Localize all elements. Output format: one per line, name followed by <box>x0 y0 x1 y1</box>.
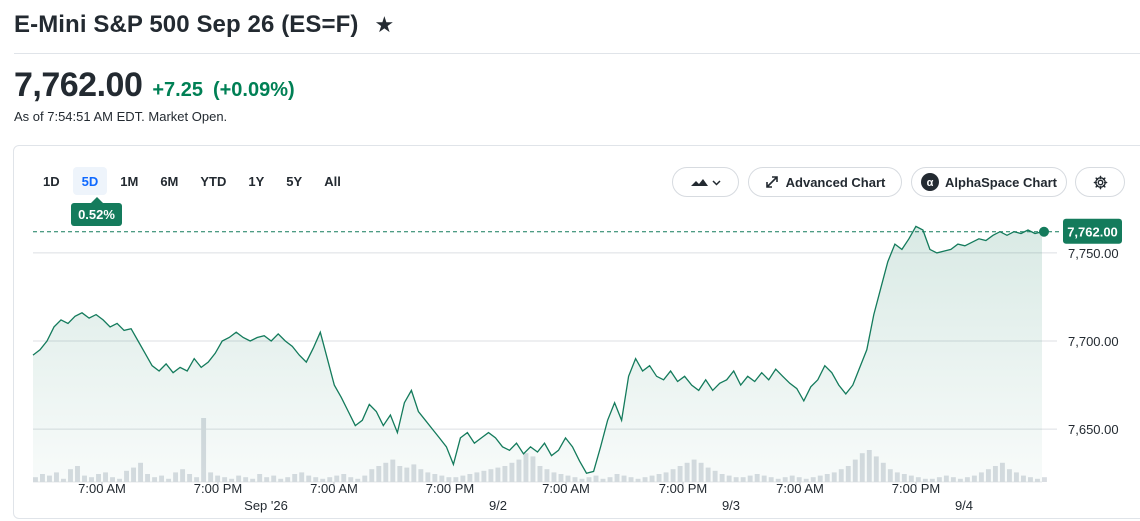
title-row: E-Mini S&P 500 Sep 26 (ES=F) ★ <box>14 8 394 42</box>
range-tabs: 1D 5D 1M 6M YTD 1Y 5Y All <box>34 167 354 195</box>
star-icon[interactable]: ★ <box>374 12 395 37</box>
tab-5d[interactable]: 5D <box>72 167 108 195</box>
advanced-chart-button[interactable]: Advanced Chart <box>748 167 902 197</box>
y-tick-label: 7,700.00 <box>1068 334 1119 349</box>
tab-1y[interactable]: 1Y <box>248 173 265 189</box>
x-tick-label: 7:00 PM <box>892 481 940 496</box>
tab-6m[interactable]: 6M <box>160 173 179 189</box>
alphaspace-icon: α <box>921 173 939 191</box>
volume-bar <box>1042 477 1047 482</box>
tab-all[interactable]: All <box>324 173 341 189</box>
x-tick-label: 7:00 AM <box>310 481 358 496</box>
last-price-dot <box>1039 226 1049 237</box>
period-change-badge: 0.52% <box>71 197 122 226</box>
svg-text:α: α <box>927 177 934 189</box>
quote-row: 7,762.00 +7.25 (+0.09%) <box>14 66 295 105</box>
x-tick-label: 7:00 AM <box>78 481 126 496</box>
gear-icon <box>1093 175 1107 189</box>
y-tick-label: 7,650.00 <box>1068 422 1119 437</box>
expand-icon <box>765 176 778 188</box>
alphaspace-chart-button[interactable]: α AlphaSpace Chart <box>911 167 1067 197</box>
chart-card <box>13 145 1140 519</box>
x-tick-label: 7:00 PM <box>426 481 474 496</box>
tab-ytd[interactable]: YTD <box>200 173 227 189</box>
last-price-label: 7,762.00 <box>1067 225 1118 240</box>
x-date-label: 9/2 <box>489 498 507 513</box>
alphaspace-chart-label: AlphaSpace Chart <box>945 174 1057 190</box>
tab-1d[interactable]: 1D <box>43 173 60 189</box>
tab-1m[interactable]: 1M <box>120 173 139 189</box>
mountain-chart-icon <box>690 179 721 186</box>
price-change: +7.25 <box>152 79 203 101</box>
price-change-percent: (+0.09%) <box>212 79 295 101</box>
x-date-label: Sep '26 <box>244 498 288 513</box>
tab-5y[interactable]: 5Y <box>286 173 303 189</box>
last-price-badge <box>1063 218 1122 244</box>
divider <box>14 53 1140 54</box>
settings-button[interactable] <box>1075 167 1125 197</box>
advanced-chart-label: Advanced Chart <box>785 174 886 190</box>
x-tick-label: 7:00 AM <box>776 481 824 496</box>
x-tick-label: 7:00 AM <box>542 481 590 496</box>
x-date-label: 9/4 <box>955 498 973 513</box>
y-tick-label: 7,750.00 <box>1068 246 1119 261</box>
x-tick-label: 7:00 PM <box>659 481 707 496</box>
page-title: E-Mini S&P 500 Sep 26 (ES=F) <box>14 11 359 38</box>
as-of-text: As of 7:54:51 AM EDT. Market Open. <box>14 109 228 124</box>
price: 7,762.00 <box>14 66 143 104</box>
x-date-label: 9/3 <box>722 498 740 513</box>
x-tick-label: 7:00 PM <box>194 481 242 496</box>
chart-type-button[interactable] <box>672 167 739 197</box>
price-area <box>33 226 1042 482</box>
price-line <box>32 225 1043 474</box>
